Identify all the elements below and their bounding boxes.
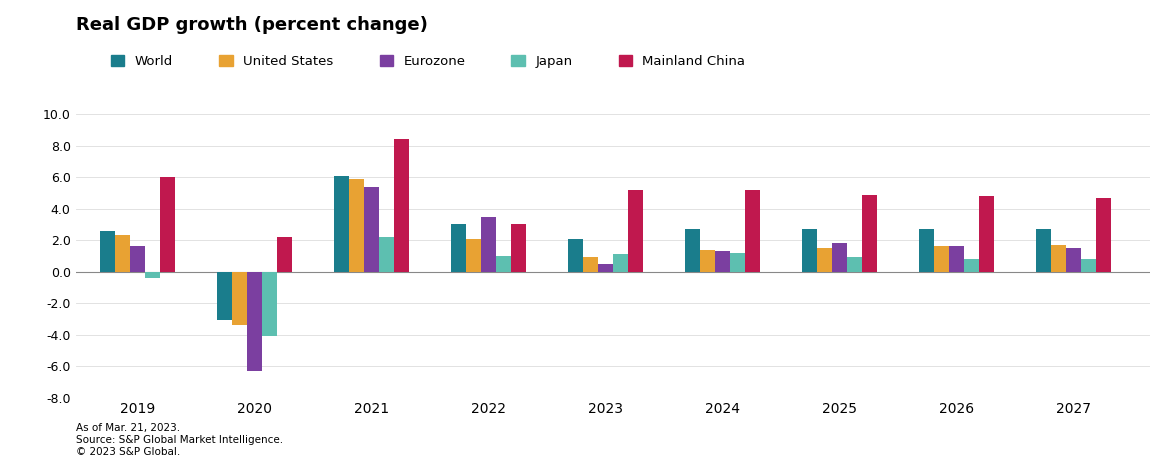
Bar (160, 177, 175, 271)
Bar (333, 175, 349, 271)
Bar (1081, 259, 1096, 271)
Bar (130, 246, 145, 271)
Bar (715, 251, 730, 271)
Text: As of Mar. 21, 2023.: As of Mar. 21, 2023. (76, 423, 180, 433)
Bar (1035, 229, 1050, 271)
Bar (583, 257, 598, 271)
Bar (1096, 198, 1111, 271)
Bar (978, 196, 994, 271)
Bar (598, 264, 612, 271)
Text: Source: S&P Global Market Intelligence.: Source: S&P Global Market Intelligence. (76, 435, 282, 445)
Bar (496, 256, 511, 271)
Bar (1066, 248, 1081, 271)
Bar (263, 271, 277, 336)
Bar (802, 229, 817, 271)
Bar (832, 243, 847, 271)
Bar (232, 271, 248, 325)
Bar (568, 239, 583, 271)
Bar (1050, 245, 1066, 271)
Bar (700, 250, 715, 271)
Bar (627, 190, 643, 271)
Bar (745, 190, 760, 271)
Bar (394, 139, 409, 271)
Bar (248, 271, 263, 371)
Bar (847, 257, 862, 271)
Bar (379, 237, 394, 271)
Bar (612, 255, 627, 271)
Text: Real GDP growth (percent change): Real GDP growth (percent change) (76, 16, 428, 34)
Bar (217, 271, 232, 320)
Bar (862, 195, 877, 271)
Bar (349, 179, 364, 271)
Text: © 2023 S&P Global.: © 2023 S&P Global. (76, 447, 180, 457)
Bar (277, 237, 292, 271)
Bar (466, 239, 481, 271)
Bar (115, 235, 130, 271)
Bar (684, 229, 700, 271)
Bar (100, 231, 115, 271)
Bar (481, 217, 496, 271)
Bar (817, 248, 832, 271)
Bar (963, 259, 978, 271)
Legend: World, United States, Eurozone, Japan, Mainland China: World, United States, Eurozone, Japan, M… (112, 54, 745, 68)
Bar (364, 186, 379, 271)
Bar (934, 246, 949, 271)
Bar (730, 253, 745, 271)
Bar (511, 224, 526, 271)
Bar (949, 246, 963, 271)
Bar (145, 271, 160, 278)
Bar (919, 229, 934, 271)
Bar (451, 224, 466, 271)
